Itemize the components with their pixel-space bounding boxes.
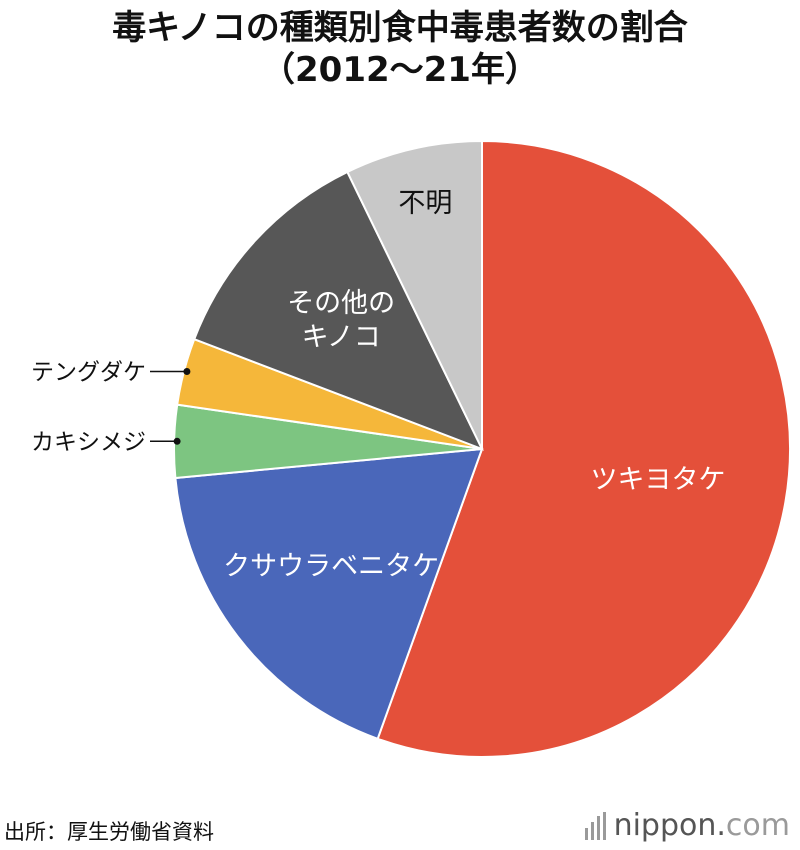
chart-subtitle: （2012〜21年） <box>261 50 539 90</box>
brand-domain: com <box>725 808 790 843</box>
pie-slice-0 <box>376 139 791 758</box>
pie-slice-4 <box>192 170 485 451</box>
slice-label-3: テングダケ <box>31 360 146 386</box>
bars-icon <box>584 811 606 840</box>
source-note: 出所：厚生労働省資料 <box>4 820 214 844</box>
slice-label-1: クサウラベニタケ <box>223 551 439 582</box>
slice-label-4: その他のキノコ <box>287 288 395 353</box>
brand-name: nippon <box>613 808 717 843</box>
slice-label-0: ツキヨタケ <box>591 465 726 496</box>
chart-title: 毒キノコの種類別食中毒患者数の割合 <box>112 8 688 48</box>
pie-slice-5 <box>346 139 483 450</box>
slice-label-5: 不明 <box>398 188 452 219</box>
brand-dot: . <box>716 808 726 843</box>
brand-logo: nippon. com <box>584 808 790 843</box>
pie-slice-1 <box>174 447 484 741</box>
leader-dot-3 <box>183 368 191 375</box>
slice-label-2: カキシメジ <box>31 429 146 455</box>
leader-dot-2 <box>173 437 181 445</box>
pie-slices <box>173 139 791 758</box>
